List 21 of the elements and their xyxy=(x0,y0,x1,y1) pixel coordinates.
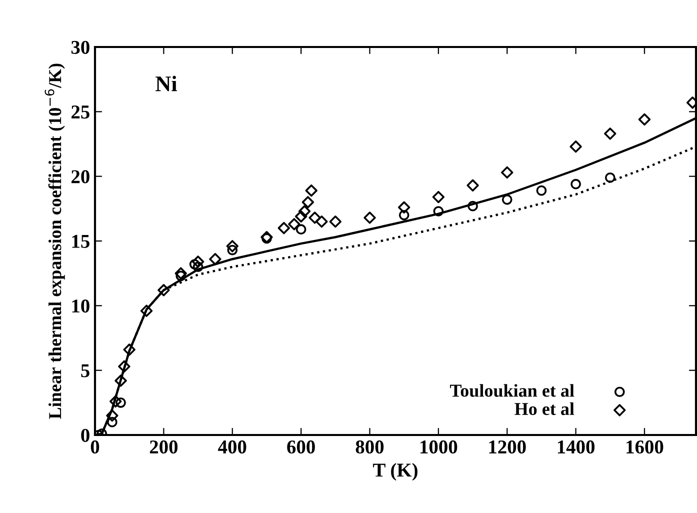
legend-label: Ho et al xyxy=(514,402,574,416)
annotation: Ni xyxy=(156,76,177,92)
y-tick-label: 5 xyxy=(81,364,90,378)
y-axis-title: Linear thermal expansion coefficient (10$^{−6}$/K) xyxy=(44,64,65,419)
x-tick-label: 600 xyxy=(287,440,315,454)
y-tick-label: 10 xyxy=(72,299,90,313)
y-tick-label: 25 xyxy=(72,106,90,119)
x-tick-label: 1000 xyxy=(420,440,458,454)
x-tick-label: 1200 xyxy=(489,440,526,454)
x-axis-title: T (K) xyxy=(373,463,418,481)
x-tick-label: 200 xyxy=(150,440,178,454)
x-tick-label: 1400 xyxy=(558,440,595,454)
x-tick-label: 1600 xyxy=(626,440,664,454)
x-tick-label: 800 xyxy=(356,440,384,454)
x-tick-label: 0 xyxy=(90,440,100,454)
y-tick-label: 20 xyxy=(72,170,90,184)
y-tick-label: 0 xyxy=(81,428,90,442)
legend-label: Touloukian et al xyxy=(450,384,574,397)
y-tick-label: 15 xyxy=(72,234,90,248)
x-tick-label: 400 xyxy=(218,440,246,454)
y-tick-label: 30 xyxy=(71,40,90,54)
